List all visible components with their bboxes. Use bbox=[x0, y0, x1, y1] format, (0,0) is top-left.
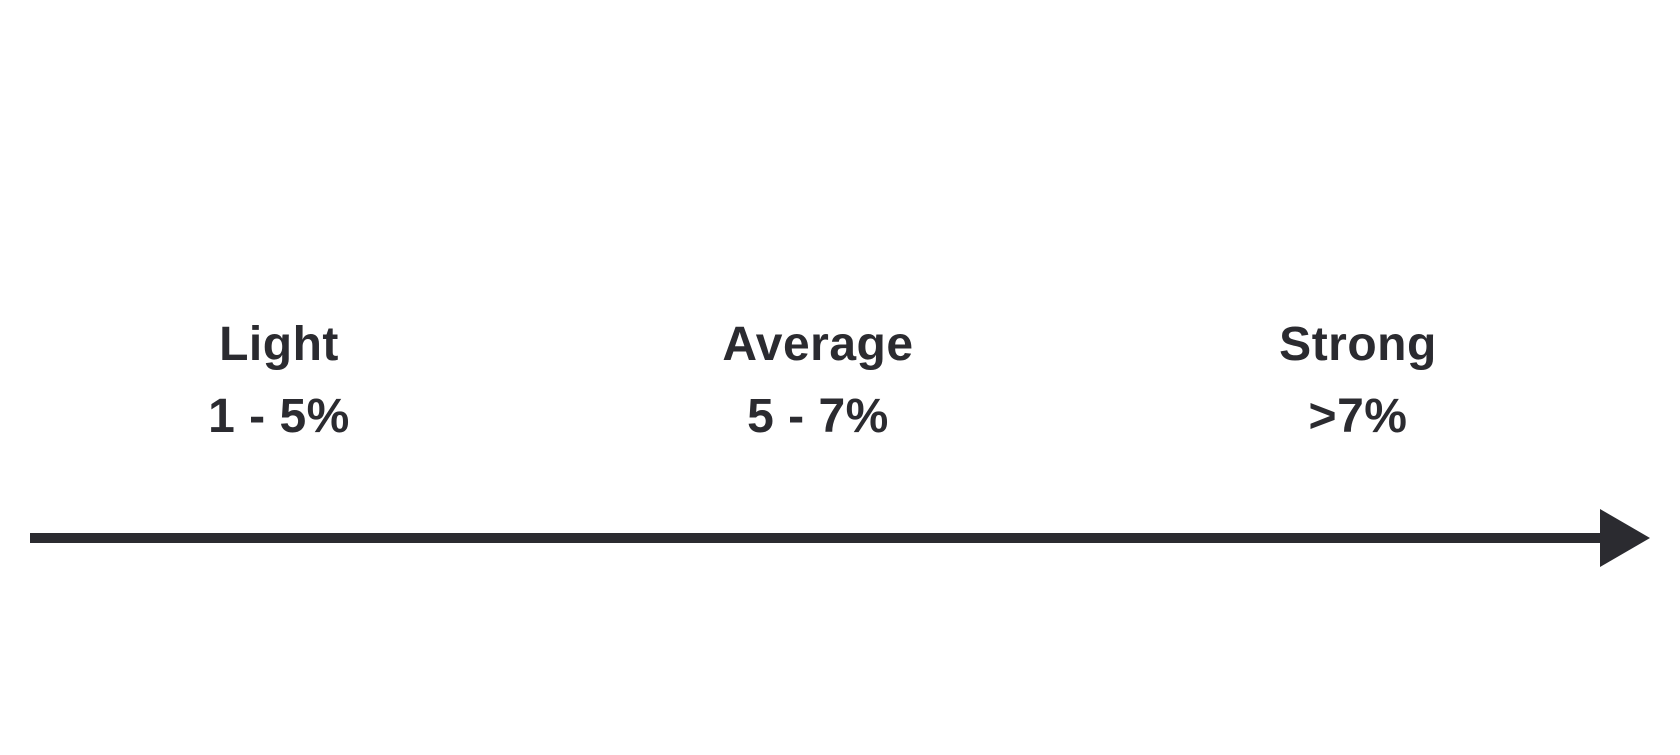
arrow-head-icon bbox=[1600, 509, 1650, 567]
level-name: Light bbox=[219, 318, 339, 371]
level-range: 1 - 5% bbox=[208, 390, 350, 443]
level-name: Average bbox=[722, 318, 914, 371]
level-name: Strong bbox=[1279, 318, 1437, 371]
level-range: >7% bbox=[1308, 390, 1408, 443]
level-range: 5 - 7% bbox=[747, 390, 889, 443]
